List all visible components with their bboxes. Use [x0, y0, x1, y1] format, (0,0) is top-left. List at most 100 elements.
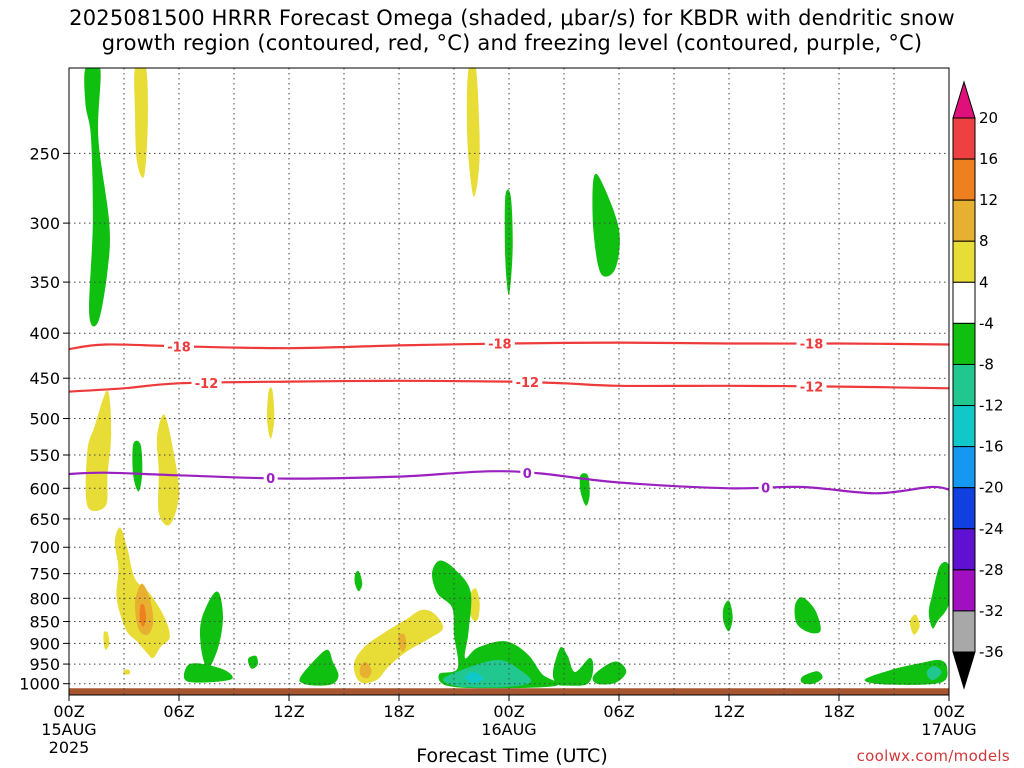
omega-region-14 — [123, 669, 131, 675]
contour-label-bg — [758, 480, 773, 495]
omega-region-34 — [864, 659, 948, 685]
omega-region-0 — [84, 68, 110, 327]
y-tick-label: 300 — [29, 214, 60, 233]
y-tick-label: 950 — [29, 655, 60, 674]
omega-region-27 — [552, 646, 594, 686]
omega-region-9 — [579, 473, 590, 506]
omega-region-6 — [85, 390, 112, 512]
colorbar-swatch — [952, 446, 976, 489]
chart-title: 2025081500 HRRR Forecast Omega (shaded, … — [0, 6, 1024, 56]
colorbar-swatch — [952, 405, 976, 448]
omega-region-21 — [359, 661, 372, 679]
x-tick-label: 18Z — [823, 702, 854, 721]
omega-shading — [69, 68, 949, 695]
x-date-label: 16AUG — [481, 720, 536, 739]
omega-region-26 — [464, 672, 484, 683]
omega-region-13 — [103, 631, 110, 650]
colorbar-label: -8 — [979, 355, 994, 373]
omega-region-5 — [266, 387, 275, 439]
colorbar-swatch — [952, 281, 976, 324]
omega-region-15 — [199, 591, 223, 670]
contour-line-1 — [69, 379, 949, 393]
colorbar-swatch — [952, 528, 976, 571]
omega-region-17 — [247, 655, 258, 669]
omega-region-2 — [466, 68, 480, 197]
y-tick-label: 350 — [29, 273, 60, 292]
contour-line-2 — [69, 470, 949, 495]
y-tick-label: 1000 — [19, 675, 60, 694]
colorbar-swatch — [952, 199, 976, 242]
chart-title-line1: 2025081500 HRRR Forecast Omega (shaded, … — [69, 6, 955, 30]
y-tick-label: 400 — [29, 324, 60, 343]
colorbar-swatch — [952, 240, 976, 283]
colorbar-label: 4 — [979, 273, 989, 291]
x-tick-label: 06Z — [603, 702, 634, 721]
contour-label: 0 — [266, 472, 275, 487]
colorbar-label: 16 — [979, 150, 998, 168]
omega-region-35 — [926, 666, 942, 681]
omega-region-29 — [722, 600, 733, 632]
colorbar-bottom-arrow — [952, 651, 976, 690]
contour-label-bg — [191, 375, 222, 390]
omega-region-32 — [909, 614, 920, 635]
colorbar-swatch — [952, 610, 976, 653]
contour-label: -18 — [488, 338, 512, 353]
colorbar-swatch — [952, 569, 976, 612]
colorbar-swatch — [952, 363, 976, 407]
x-tick-label: 00Z — [493, 702, 524, 721]
y-tick-label: 600 — [29, 479, 60, 498]
omega-region-20 — [353, 609, 444, 684]
y-tick-label: 650 — [29, 510, 60, 529]
y-tick-label: 850 — [29, 613, 60, 632]
contour-label-bg — [164, 339, 194, 354]
colorbar-label: 8 — [979, 232, 989, 250]
contour-label: -12 — [516, 376, 540, 391]
source-credit: coolwx.com/models — [856, 747, 1010, 765]
y-tick-label: 550 — [29, 446, 60, 465]
contour-label-bg — [263, 471, 278, 486]
colorbar-label: -12 — [979, 397, 1004, 415]
colorbar-label: -32 — [979, 602, 1004, 620]
contour-label: -18 — [167, 340, 191, 355]
contour-label: 0 — [761, 482, 770, 497]
contour-label: -12 — [195, 377, 219, 392]
ground-surface — [69, 688, 949, 695]
omega-region-24 — [431, 560, 559, 689]
omega-region-16 — [183, 663, 233, 683]
omega-region-7 — [132, 440, 143, 492]
y-tick-label: 700 — [29, 538, 60, 557]
colorbar-label: -16 — [979, 438, 1004, 456]
colorbar-label: -24 — [979, 520, 1004, 538]
contour-label: 0 — [523, 467, 532, 482]
y-tick-label: 450 — [29, 369, 60, 388]
contour-label-bg — [796, 336, 827, 351]
x-tick-label: 12Z — [273, 702, 304, 721]
colorbar-label: 12 — [979, 191, 998, 209]
omega-colorbar: 20 16 12 8 4 -4 -8 -12 -16 -20 -24 -28 -32 -36 — [952, 80, 1004, 690]
chart-title-line2: growth region (contoured, red, °C) and f… — [101, 31, 923, 55]
colorbar-swatch — [952, 158, 976, 201]
omega-region-22 — [398, 633, 407, 652]
omega-region-19 — [354, 570, 363, 592]
omega-region-30 — [794, 597, 821, 634]
contour-label-bg — [796, 379, 827, 394]
colorbar-label: -28 — [979, 561, 1004, 579]
colorbar-label: -36 — [979, 643, 1004, 661]
x-date-label: 15AUG — [41, 720, 96, 739]
x-tick-label: 00Z — [933, 702, 964, 721]
x-tick-label: 12Z — [713, 702, 744, 721]
colorbar-swatch — [952, 117, 976, 160]
y-tick-label: 800 — [29, 589, 60, 608]
grid-lines — [69, 68, 949, 695]
y-tick-label: 500 — [29, 410, 60, 429]
omega-region-8 — [156, 414, 180, 526]
x-year-label: 2025 — [49, 738, 90, 757]
omega-region-28 — [592, 661, 627, 685]
contour-label-bg — [512, 375, 543, 390]
colorbar-label: 20 — [979, 109, 998, 127]
x-tick-label: 06Z — [163, 702, 194, 721]
contour-label-bg — [484, 336, 515, 351]
x-tick-label: 00Z — [53, 702, 84, 721]
x-axis-label: Forecast Time (UTC) — [416, 745, 608, 767]
x-date-label: 17AUG — [921, 720, 976, 739]
